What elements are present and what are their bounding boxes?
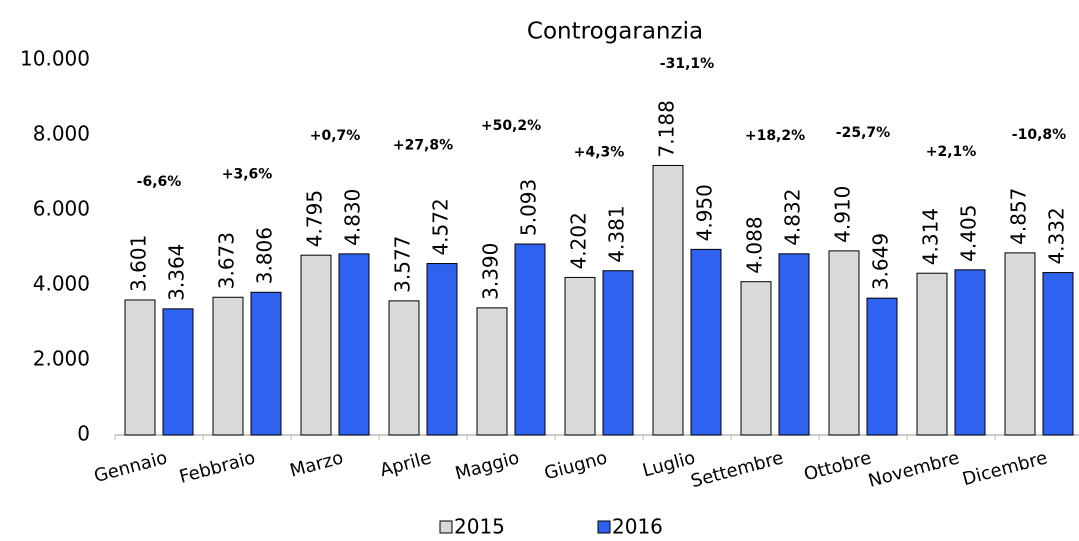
- annotation: +4,3%: [574, 145, 625, 161]
- bar: [300, 254, 332, 436]
- value-label: 4.857: [1007, 188, 1031, 245]
- annotation: +18,2%: [745, 128, 805, 144]
- x-tick-label: Febbraio: [177, 447, 258, 487]
- x-tick-label: Dicembre: [960, 447, 1049, 490]
- chart-title: Controgaranzia: [527, 19, 703, 45]
- y-tick-label: 2.000: [33, 347, 90, 371]
- bar: [828, 250, 860, 436]
- bar: [338, 253, 370, 436]
- bar: [388, 300, 420, 436]
- annotation: +50,2%: [481, 118, 541, 134]
- value-label: 3.577: [391, 236, 415, 293]
- legend-swatch: [597, 520, 611, 534]
- value-label: 3.601: [127, 235, 151, 292]
- value-label: 4.795: [303, 190, 327, 247]
- bar: [740, 281, 772, 436]
- bar: [954, 269, 986, 436]
- bar: [1042, 272, 1074, 436]
- value-label: 4.088: [743, 216, 767, 273]
- bar: [652, 164, 684, 436]
- bar: [916, 272, 948, 436]
- y-tick-label: 6.000: [33, 197, 90, 221]
- y-tick-label: 0: [77, 422, 90, 446]
- annotation: -10,8%: [1012, 127, 1066, 143]
- annotation: +3,6%: [222, 166, 273, 182]
- bar: [124, 299, 156, 436]
- annotation: +0,7%: [310, 128, 361, 144]
- value-label: 5.093: [517, 179, 541, 236]
- x-tick-label: Novembre: [866, 447, 962, 491]
- bar: [162, 308, 194, 436]
- bar: [564, 276, 596, 436]
- value-label: 4.202: [567, 212, 591, 269]
- value-label: 4.332: [1045, 207, 1069, 264]
- x-tick-label: Marzo: [288, 447, 346, 481]
- bar: [866, 297, 898, 436]
- bar: [250, 291, 282, 436]
- x-tick-label: Settembre: [689, 447, 786, 492]
- annotation: -25,7%: [836, 125, 890, 141]
- x-tick-label: Ottobre: [802, 447, 874, 485]
- y-tick-label: 10.000: [20, 47, 90, 71]
- bar: [1004, 252, 1036, 436]
- legend-label: 2016: [612, 515, 663, 539]
- value-label: 4.950: [693, 184, 717, 241]
- bar: [514, 243, 546, 436]
- value-label: 4.405: [957, 205, 981, 262]
- legend-swatch: [439, 520, 453, 534]
- value-label: 4.381: [605, 205, 629, 262]
- annotation: -6,6%: [137, 174, 182, 190]
- x-tick-label: Maggio: [453, 447, 522, 484]
- value-label: 3.673: [215, 232, 239, 289]
- y-tick-label: 4.000: [33, 272, 90, 296]
- bar: [778, 253, 810, 436]
- annotation: -31,1%: [660, 56, 714, 72]
- x-tick-label: Aprile: [378, 447, 434, 481]
- value-label: 3.390: [479, 243, 503, 300]
- bar: [426, 263, 458, 436]
- bar: [476, 307, 508, 436]
- value-label: 3.364: [165, 244, 189, 301]
- value-label: 7.188: [655, 100, 679, 157]
- value-label: 4.830: [341, 189, 365, 246]
- annotation: +27,8%: [393, 138, 453, 154]
- x-tick-label: Giugno: [542, 447, 609, 484]
- bar: [690, 248, 722, 436]
- value-label: 3.649: [869, 233, 893, 290]
- value-label: 3.806: [253, 227, 277, 284]
- value-label: 4.572: [429, 198, 453, 255]
- legend-label: 2015: [454, 515, 505, 539]
- bar: [602, 270, 634, 436]
- bar: [212, 296, 244, 436]
- value-label: 4.314: [919, 208, 943, 265]
- y-tick-label: 8.000: [33, 122, 90, 146]
- x-tick-label: Gennaio: [92, 447, 170, 487]
- annotation: +2,1%: [926, 144, 977, 160]
- value-label: 4.910: [831, 186, 855, 243]
- value-label: 4.832: [781, 189, 805, 246]
